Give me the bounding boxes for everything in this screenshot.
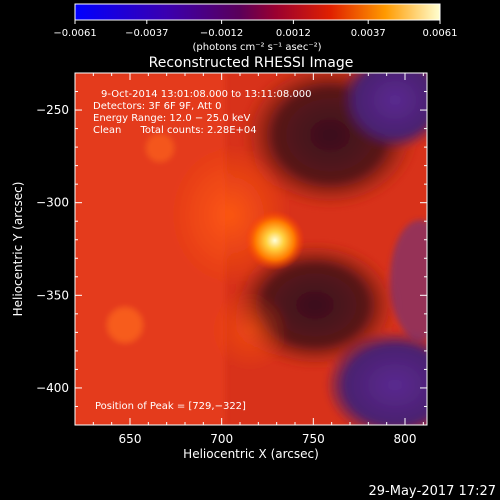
annotation-energy: Energy Range: 12.0 − 25.0 keV xyxy=(93,113,250,124)
x-tick-label: 800 xyxy=(394,432,417,446)
y-axis-label: Heliocentric Y (arcsec) xyxy=(11,182,25,317)
x-axis-label: Heliocentric X (arcsec) xyxy=(183,447,319,461)
purple-region-right-mid xyxy=(390,220,427,340)
heatmap-image xyxy=(75,73,427,425)
annotation-time: 9‐Oct‐2014 13:01:08.000 to 13:11:08.000 xyxy=(101,89,312,100)
y-tick-label: −250 xyxy=(36,103,69,117)
purple-region-top-right xyxy=(340,73,427,150)
annotation-clean: Clean Total counts: 2.28E+04 xyxy=(93,125,257,136)
purple-region-bottom-right xyxy=(325,330,427,425)
y-tick-label: −400 xyxy=(36,381,69,395)
colorbar-gradient xyxy=(74,3,441,21)
colorbar-tick-label: 0.0061 xyxy=(423,28,458,39)
footer-date: 29‐May‐2017 17:27 xyxy=(369,484,496,499)
colorbar-tick-label: 0.0037 xyxy=(351,28,386,39)
x-tick-label: 700 xyxy=(210,432,233,446)
annotations: 9‐Oct‐2014 13:01:08.000 to 13:11:08.000 … xyxy=(93,89,312,412)
annotation-detectors: Detectors: 3F 6F 9F, Att 0 xyxy=(93,101,221,112)
plot-frame xyxy=(74,72,428,426)
y-tick-label: −300 xyxy=(36,196,69,210)
peak-source xyxy=(244,210,305,271)
x-tick-label: 750 xyxy=(302,432,325,446)
colorbar-tick-label: −0.0061 xyxy=(53,28,96,39)
colorbar: −0.0061 −0.0037 −0.0012 0.0012 0.0037 0.0061 … xyxy=(53,3,458,53)
annotation-peak-position: Position of Peak = [729,−322] xyxy=(95,401,246,412)
colorbar-tick-label: 0.0012 xyxy=(276,28,311,39)
warm-patch-upper-left xyxy=(146,134,174,162)
colorbar-tick-label: −0.0037 xyxy=(125,28,168,39)
y-tick-label: −350 xyxy=(36,288,69,302)
warm-patch-left xyxy=(107,307,143,343)
x-tick-label: 650 xyxy=(119,432,142,446)
colorbar-units: (photons cm⁻² s⁻¹ asec⁻²) xyxy=(192,42,321,53)
colorbar-tick-label: −0.0012 xyxy=(200,28,243,39)
axis-ticks: 650 700 750 800 −250 −300 −350 −400 xyxy=(36,73,427,446)
chart-title: Reconstructed RHESSI Image xyxy=(149,55,354,71)
warm-patch-lower xyxy=(210,290,290,370)
